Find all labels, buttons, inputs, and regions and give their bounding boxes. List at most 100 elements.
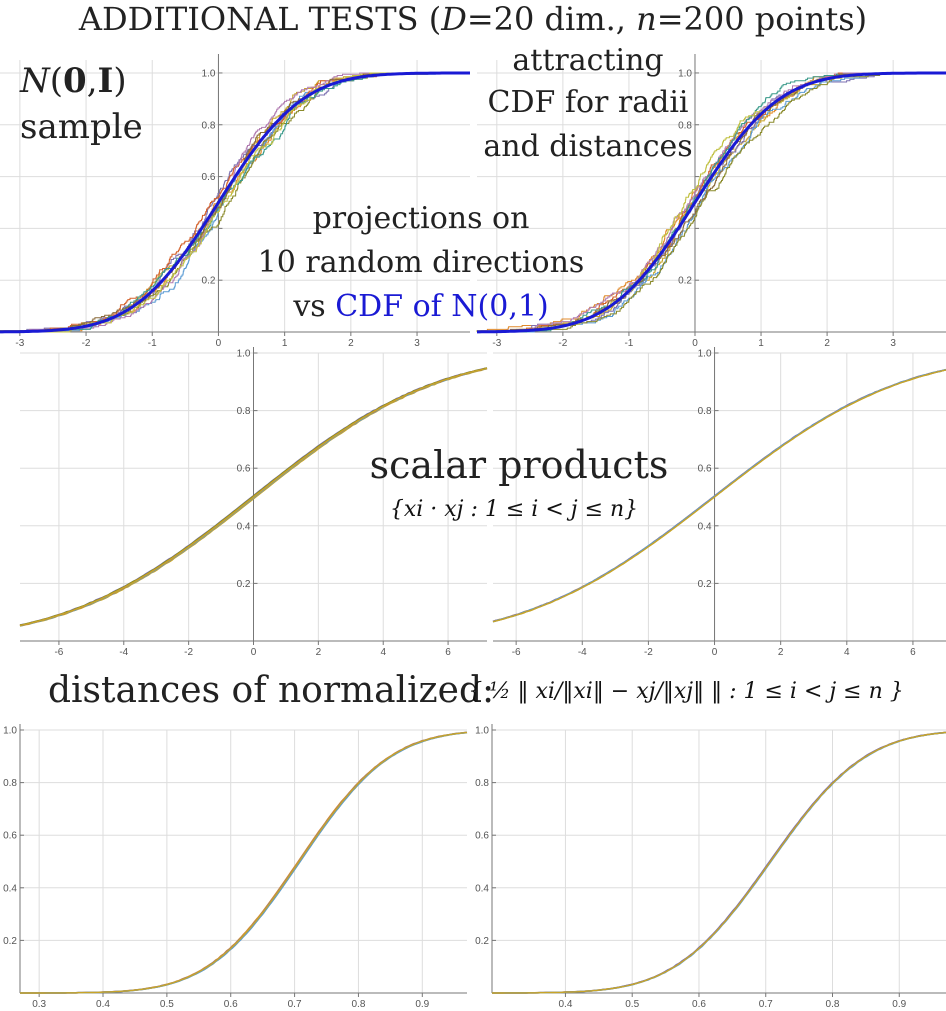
x-tick-label-dist-left-4: 0.7 (288, 999, 302, 1010)
projections-line-1: projections on (313, 201, 530, 236)
x-tick-label-proj-right-3: 0 (692, 338, 698, 349)
y-tick-label-proj-right-4: 1.0 (678, 68, 692, 79)
x-tick-label-proj-right-0: -3 (492, 338, 501, 349)
x-tick-label-scalar-right-2: -2 (644, 647, 653, 658)
x-tick-label-proj-left-2: -1 (148, 338, 157, 349)
chart-scalar-right: -6 -4 -2 0 2 4 6 0.2 0.4 0.6 0.8 1.0 (492, 347, 946, 658)
y-tick-label-scalar-left-3: 0.8 (237, 406, 251, 417)
y-tick-label-scalar-right-0: 0.2 (698, 579, 712, 590)
y-tick-label-dist-right-4: 1.0 (475, 726, 489, 737)
title-part-prefix: ADDITIONAL TESTS ( (78, 0, 441, 38)
attracting-line-1: attracting (512, 43, 663, 78)
projections-line-2: 10 random directions (258, 245, 585, 280)
reference-cdf-scalar-right (492, 369, 946, 623)
y-tick-label-dist-left-1: 0.4 (3, 883, 17, 894)
figure-title: ADDITIONAL TESTS (D=20 dim., n=200 point… (78, 0, 867, 38)
x-tick-label-scalar-left-4: 2 (316, 647, 322, 658)
series-proj-right-8 (476, 72, 946, 332)
x-tick-label-dist-right-4: 0.8 (826, 999, 840, 1010)
x-tick-label-proj-right-4: 1 (758, 338, 764, 349)
chart-proj-right: -3 -2 -1 0 1 2 3 0.2 0.8 1.0 (476, 54, 946, 349)
x-tick-label-dist-left-5: 0.8 (351, 999, 365, 1010)
x-tick-label-proj-right-5: 2 (824, 338, 830, 349)
x-tick-label-scalar-right-5: 4 (844, 647, 850, 658)
reference-cdf-proj-left (0, 71, 470, 334)
y-tick-label-scalar-left-0: 0.2 (237, 579, 251, 590)
series-dist-right-1 (492, 731, 946, 994)
x-tick-label-proj-right-2: -1 (624, 338, 633, 349)
y-tick-label-proj-left-3: 0.8 (202, 120, 216, 131)
x-tick-label-scalar-right-0: -6 (512, 647, 521, 658)
x-tick-label-dist-right-1: 0.5 (625, 999, 639, 1010)
y-tick-label-dist-right-1: 0.4 (475, 883, 489, 894)
chart-scalar-left: -6 -4 -2 0 2 4 6 0.2 0.4 0.6 0.8 1.0 (19, 347, 488, 658)
series-dist-right-0 (492, 731, 946, 994)
x-tick-label-scalar-left-0: -6 (54, 647, 63, 658)
y-tick-label-dist-right-2: 0.6 (475, 831, 489, 842)
title-part-D: D (440, 0, 467, 38)
x-tick-label-proj-left-0: -3 (15, 338, 24, 349)
series-proj-left-8 (0, 72, 470, 333)
series-proj-left-7 (0, 72, 470, 333)
x-tick-label-dist-right-2: 0.6 (692, 999, 706, 1010)
reference-cdf-dist-right (492, 731, 946, 994)
series-proj-right-5 (477, 72, 946, 333)
sample-label: N(0,I) (19, 61, 127, 101)
distances-formula: { ½ ‖ xi/‖xi‖ − xj/‖xj‖ ‖ : 1 ≤ i < j ≤ … (468, 679, 904, 704)
x-tick-label-dist-left-0: 0.3 (32, 999, 46, 1010)
reference-cdf-scalar-left (19, 367, 488, 627)
y-tick-label-proj-left-2: 0.6 (202, 172, 216, 183)
series-dist-left-0 (20, 731, 468, 994)
y-tick-label-dist-left-2: 0.6 (3, 831, 17, 842)
y-tick-label-scalar-left-2: 0.6 (237, 464, 251, 475)
series-dist-left-1 (20, 731, 468, 994)
x-tick-label-proj-left-3: 0 (216, 338, 222, 349)
y-tick-label-proj-left-0: 0.2 (202, 276, 216, 287)
chart-dist-left: 0.3 0.4 0.5 0.6 0.7 0.8 0.9 0.2 0.4 0.6 0.8 1.0 (3, 724, 468, 1010)
y-tick-label-dist-right-0: 0.2 (475, 936, 489, 947)
x-tick-label-scalar-left-3: 0 (251, 647, 257, 658)
distances-label: distances of normalized: (48, 670, 494, 711)
title-part-d_val: =20 dim., (467, 0, 636, 38)
y-tick-label-proj-right-0: 0.2 (678, 276, 692, 287)
y-tick-label-proj-left-4: 1.0 (202, 68, 216, 79)
series-dist-right-3 (492, 731, 946, 994)
attracting-line-2: CDF for radii (487, 85, 688, 120)
y-tick-label-dist-left-4: 1.0 (3, 726, 17, 737)
y-tick-label-scalar-right-2: 0.6 (698, 464, 712, 475)
series-dist-right-2 (492, 731, 946, 994)
y-tick-label-scalar-right-1: 0.4 (698, 521, 712, 532)
y-tick-label-scalar-left-1: 0.4 (237, 521, 251, 532)
chart-proj-left: -3 -2 -1 0 1 2 3 0.2 0.6 0.8 1.0 (0, 54, 470, 349)
y-tick-label-dist-right-3: 0.8 (475, 778, 489, 789)
reference-cdf-proj-right (477, 71, 946, 334)
reference-cdf-dist-left (20, 731, 468, 994)
title-part-n_val: =200 points) (657, 0, 867, 38)
x-tick-label-dist-left-2: 0.5 (160, 999, 174, 1010)
y-tick-label-dist-left-0: 0.2 (3, 936, 17, 947)
x-tick-label-proj-right-1: -2 (558, 338, 567, 349)
x-tick-label-dist-left-3: 0.6 (224, 999, 238, 1010)
x-tick-label-scalar-right-6: 6 (910, 647, 916, 658)
y-tick-label-scalar-left-4: 1.0 (237, 349, 251, 360)
attracting-line-3: and distances (483, 129, 692, 164)
x-tick-label-scalar-left-1: -4 (119, 647, 128, 658)
x-tick-label-proj-left-6: 3 (414, 338, 420, 349)
x-tick-label-proj-left-1: -2 (82, 338, 91, 349)
x-tick-label-proj-right-6: 3 (890, 338, 896, 349)
sample-label-word: sample (20, 107, 143, 147)
y-tick-label-dist-left-3: 0.8 (3, 778, 17, 789)
chart-dist-right: 0.4 0.5 0.6 0.7 0.8 0.9 0.2 0.4 0.6 0.8 1.0 (475, 724, 946, 1010)
reference-legend: CDF of N(0,1) (335, 289, 548, 324)
x-tick-label-scalar-right-1: -4 (578, 647, 587, 658)
x-tick-label-proj-left-5: 2 (348, 338, 354, 349)
y-tick-label-scalar-right-4: 1.0 (698, 349, 712, 360)
series-proj-right-3 (477, 72, 946, 333)
series-dist-left-3 (20, 731, 468, 994)
scalar-products-formula: {xi · xj : 1 ≤ i < j ≤ n} (390, 497, 638, 522)
series-scalar-right-3 (492, 368, 946, 623)
x-tick-label-dist-right-5: 0.9 (892, 999, 906, 1010)
y-tick-label-scalar-right-3: 0.8 (698, 406, 712, 417)
x-tick-label-scalar-left-2: -2 (184, 647, 193, 658)
